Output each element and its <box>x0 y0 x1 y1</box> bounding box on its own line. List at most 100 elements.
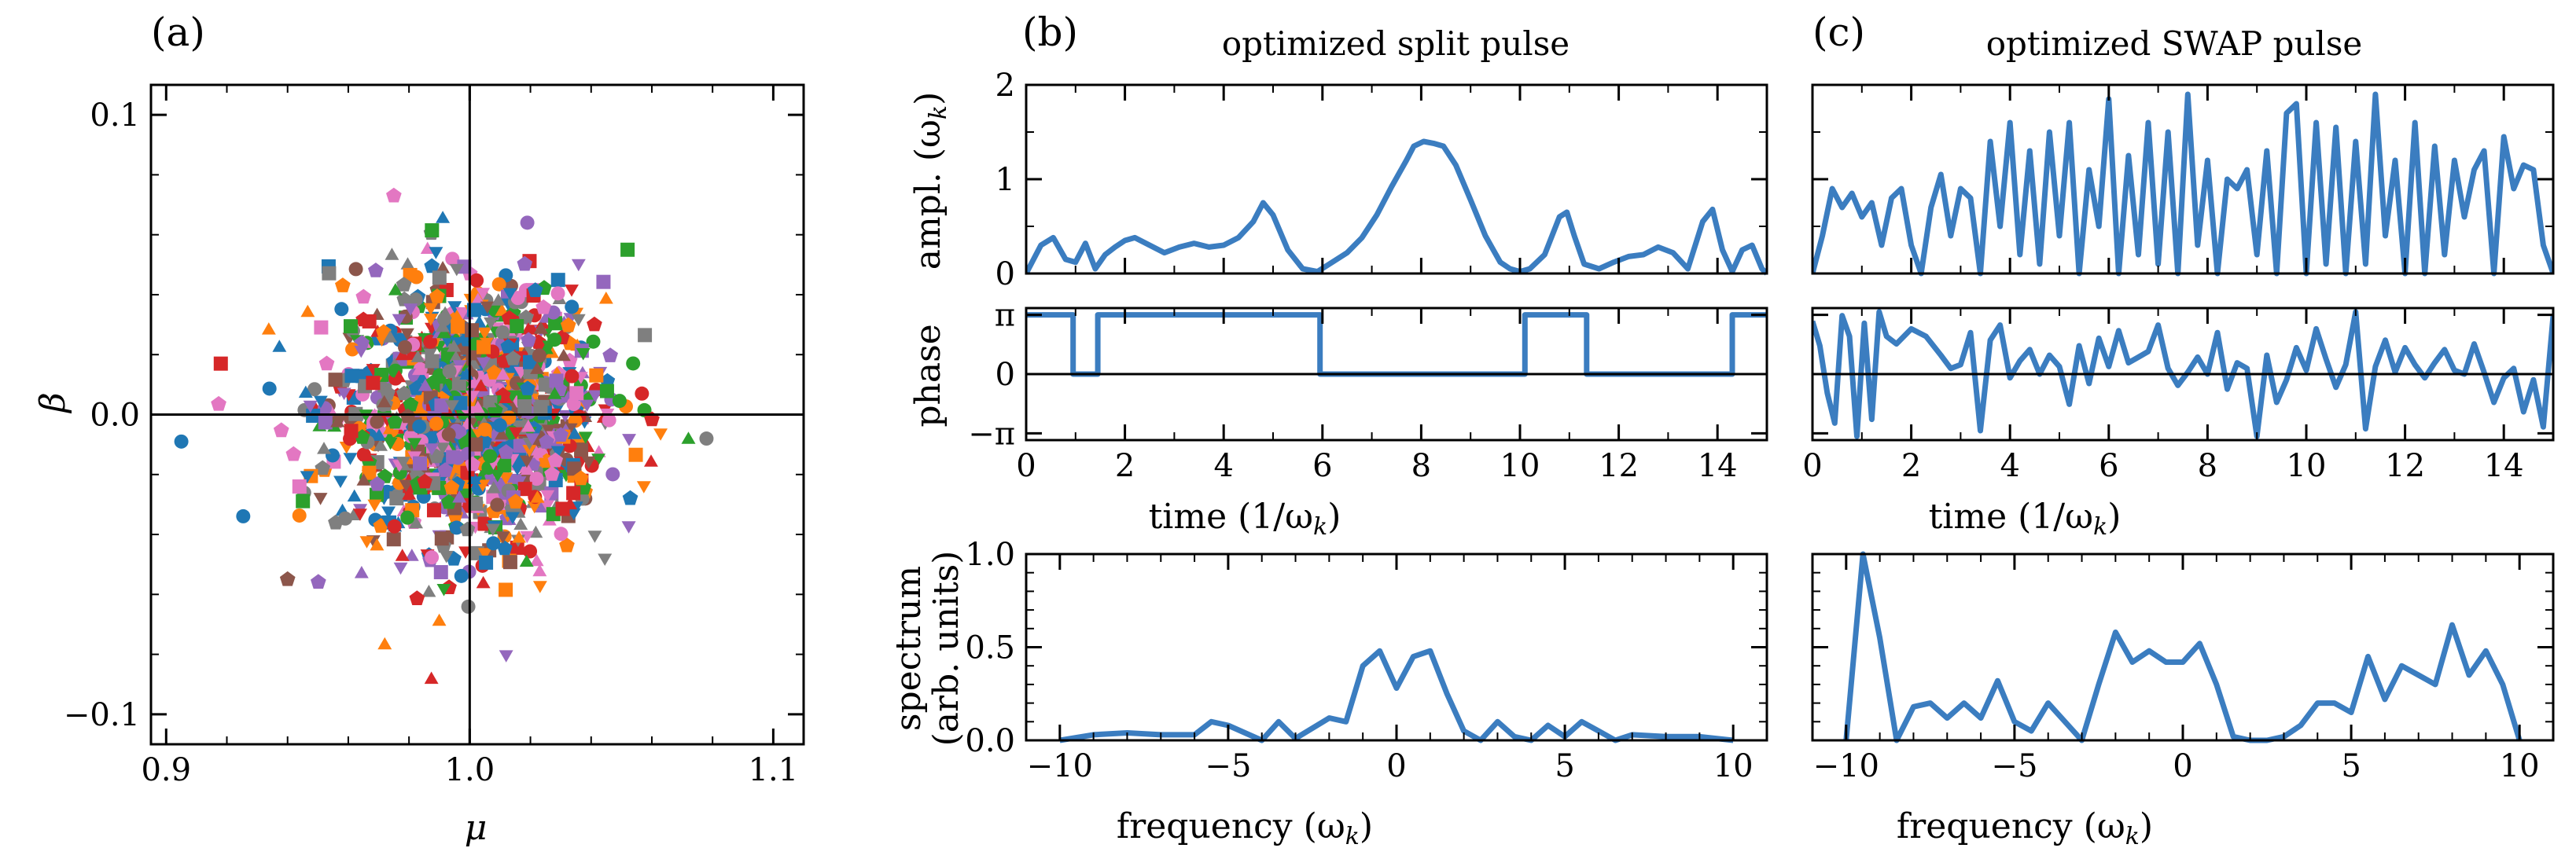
scatter-point <box>506 512 520 524</box>
scatter-point <box>576 348 591 361</box>
b_phase-xtick-label: 14 <box>1698 448 1738 484</box>
b_spectrum-xtick-label: −5 <box>1205 748 1251 784</box>
scatter-point <box>502 288 517 301</box>
scatter-point <box>490 497 505 512</box>
scatter-point <box>343 319 358 334</box>
scatter-point <box>385 248 399 260</box>
scatter-point <box>426 503 441 518</box>
scatter-point <box>571 259 586 272</box>
scatter-point <box>628 447 643 462</box>
scatter-point <box>429 417 443 431</box>
scatter-point <box>612 394 627 409</box>
scatter-point <box>407 438 422 450</box>
scatter-point <box>490 470 505 483</box>
a-xtick-label: 1.0 <box>445 752 495 788</box>
scatter-point <box>499 472 513 485</box>
scatter-point <box>550 286 565 301</box>
scatter-point <box>436 211 451 223</box>
scatter-point <box>517 399 532 414</box>
c_spectrum-xtick-label: 0 <box>2173 748 2192 784</box>
scatter-point <box>492 418 507 433</box>
scatter-point <box>521 332 536 347</box>
c_spectrum-xtick-label: 5 <box>2341 748 2361 784</box>
scatter-point <box>587 316 602 332</box>
scatter-point <box>547 387 562 399</box>
title-b: optimized split pulse <box>1222 24 1570 63</box>
b_phase-xtick-label: 0 <box>1016 448 1036 484</box>
scatter-point <box>497 458 512 473</box>
scatter-point <box>368 262 384 277</box>
scatter-point <box>465 323 480 338</box>
b_phase-ytick-label: π <box>995 298 1015 334</box>
scatter-point <box>540 490 555 503</box>
scatter-point <box>300 304 315 318</box>
scatter-point <box>396 277 412 292</box>
scatter-point <box>517 482 532 497</box>
scatter-point <box>436 442 450 455</box>
scatter-point <box>334 302 349 317</box>
scatter-point <box>451 376 466 391</box>
scatter-point <box>520 380 535 395</box>
scatter-point <box>386 187 402 203</box>
scatter-point <box>359 536 374 549</box>
scatter-point <box>522 445 537 457</box>
b_phase-xtick-label: 4 <box>1213 448 1233 484</box>
scatter-point <box>470 400 485 413</box>
scatter-point <box>442 350 456 363</box>
scatter-point <box>572 470 589 486</box>
scatter-point <box>429 288 445 303</box>
b_spectrum-xtick-label: 0 <box>1386 748 1406 784</box>
scatter-point <box>588 390 602 403</box>
scatter-point <box>439 550 454 563</box>
scatter-point <box>554 527 569 541</box>
a-ytick-label: −0.1 <box>64 697 140 733</box>
scatter-point <box>520 215 535 230</box>
scatter-point <box>236 508 251 523</box>
scatter-point <box>530 362 545 374</box>
scatter-point <box>636 481 651 494</box>
scatter-point <box>539 433 554 449</box>
scatter-point <box>374 439 388 451</box>
scatter-point <box>174 434 189 449</box>
scatter-point <box>468 496 483 511</box>
scatter-point <box>362 465 377 480</box>
scatter-point <box>451 319 466 334</box>
scatter-point <box>473 379 488 391</box>
scatter-point <box>549 373 564 388</box>
scatter-point <box>477 422 492 437</box>
scatter-point <box>354 345 369 358</box>
scatter-point <box>486 536 501 551</box>
scatter-point <box>273 422 289 438</box>
scatter-point <box>565 369 580 384</box>
scatter-point <box>377 395 392 408</box>
scatter-point <box>495 367 510 380</box>
c_phase-series-line <box>1812 309 2553 439</box>
scatter-point <box>435 319 450 332</box>
scatter-point <box>550 446 565 458</box>
scatter-point <box>393 562 408 575</box>
scatter-point <box>534 321 548 334</box>
scatter-point <box>495 325 510 340</box>
scatter-point <box>598 553 613 566</box>
scatter-point <box>510 463 524 475</box>
scatter-point <box>491 293 506 306</box>
scatter-point <box>418 379 432 391</box>
scatter-point <box>523 544 538 559</box>
scatter-point <box>459 521 476 537</box>
scatter-point <box>534 500 549 513</box>
scatter-point <box>605 467 620 482</box>
scatter-point <box>300 471 315 483</box>
scatter-point <box>566 486 581 501</box>
scatter-point <box>599 384 614 398</box>
scatter-point <box>527 501 542 514</box>
scatter-point <box>468 437 483 452</box>
scatter-point <box>513 517 528 530</box>
scatter-point <box>567 427 582 439</box>
scatter-point <box>412 362 426 376</box>
scatter-point <box>423 334 438 349</box>
scatter-point <box>681 431 696 444</box>
b_spectrum-xtick-label: −10 <box>1027 748 1093 784</box>
scatter-point <box>347 489 362 502</box>
scatter-point <box>477 357 491 370</box>
